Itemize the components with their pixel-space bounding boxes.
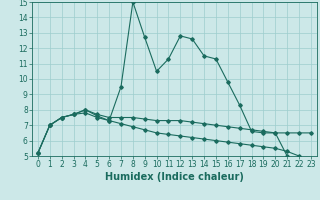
X-axis label: Humidex (Indice chaleur): Humidex (Indice chaleur): [105, 172, 244, 182]
